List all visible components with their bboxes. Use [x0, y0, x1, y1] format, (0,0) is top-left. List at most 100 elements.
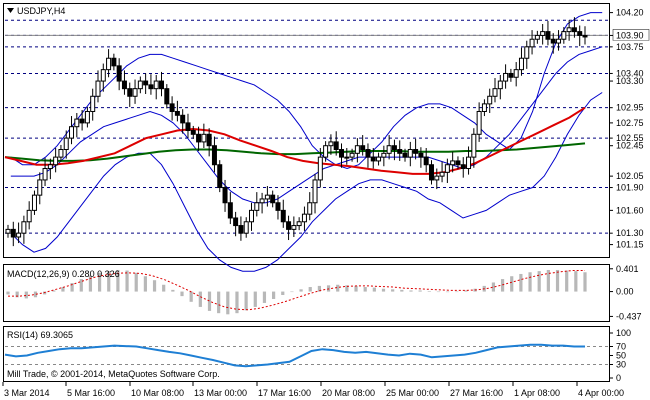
- candle-body-23: [127, 88, 133, 97]
- candle-body-109: [582, 34, 588, 38]
- macd-bar-23: [217, 291, 221, 314]
- candle-body-64: [344, 156, 350, 159]
- macd-bar-32: [299, 289, 303, 292]
- candle-body-79: [423, 156, 429, 166]
- candle-body-37: [201, 133, 207, 143]
- macd-tick-label-0: 0.401: [616, 264, 639, 274]
- candle-body-31: [169, 103, 175, 112]
- macd-bar-18: [171, 289, 175, 292]
- candle-body-53: [286, 221, 292, 230]
- candle-body-98: [524, 46, 530, 59]
- rsi-tick-label-0: 100: [616, 328, 631, 338]
- candle-body-12: [69, 126, 75, 139]
- time-tick-label-9: 4 Apr 00:00: [578, 388, 624, 398]
- candle-body-99: [529, 38, 535, 48]
- macd-bar-42: [391, 289, 395, 292]
- candle-body-17: [95, 80, 101, 97]
- macd-bar-59: [546, 269, 550, 292]
- candle-body-74: [397, 149, 403, 154]
- candle-body-7: [42, 168, 48, 181]
- price-tick-label-4: 103.30: [616, 76, 644, 86]
- candle-body-39: [211, 145, 217, 166]
- candle-body-18: [100, 69, 106, 82]
- candle-body-90: [481, 103, 487, 112]
- price-level-box-1: [612, 29, 650, 41]
- candle-body-61: [328, 141, 334, 147]
- candle-body-78: [418, 152, 424, 158]
- candle-body-0: [5, 228, 11, 234]
- candle-body-19: [106, 57, 112, 71]
- macd-tick-label-2: -0.437: [616, 311, 642, 321]
- time-tick-label-7: 27 Mar 16:00: [450, 388, 503, 398]
- candle-body-5: [31, 194, 37, 211]
- rsi-tick-label-3: 30: [616, 360, 626, 370]
- candle-body-56: [301, 213, 307, 223]
- bollinger-upper: [10, 12, 603, 170]
- price-level-box-5: [612, 101, 650, 113]
- macd-bar-47: [436, 291, 441, 293]
- candle-body-66: [354, 145, 360, 154]
- macd-bar-63: [583, 272, 587, 292]
- macd-bar-27: [253, 291, 257, 307]
- price-panel-border: [3, 3, 610, 258]
- time-tick-label-6: 25 Mar 00:00: [386, 388, 439, 398]
- macd-bar-39: [363, 287, 367, 292]
- macd-bar-17: [162, 284, 166, 292]
- macd-bar-40: [372, 287, 376, 292]
- macd-bar-28: [262, 291, 267, 303]
- candle-body-48: [259, 198, 265, 204]
- candle-body-41: [222, 187, 228, 204]
- bollinger-lower: [10, 92, 603, 272]
- macd-bar-57: [528, 272, 532, 292]
- candle-body-69: [370, 156, 376, 162]
- candle-body-38: [206, 133, 212, 147]
- candle-body-82: [439, 171, 445, 177]
- candle-body-29: [159, 80, 165, 90]
- rsi-panel-border: [3, 326, 610, 382]
- candle-body-67: [360, 145, 366, 151]
- macd-bar-24: [226, 291, 230, 315]
- rsi-label: RSI(14): [7, 330, 38, 340]
- candle-body-22: [121, 80, 127, 90]
- candle-body-47: [254, 202, 260, 211]
- candle-body-58: [312, 179, 318, 204]
- macd-bar-62: [574, 271, 578, 292]
- price-tick-label-2: 103.75: [616, 42, 644, 52]
- candle-body-44: [238, 225, 244, 234]
- support-resistance-levels: [5, 19, 608, 234]
- candle-body-89: [476, 110, 482, 135]
- macd-title: MACD(12,26,9) 0.280 0.326: [7, 269, 120, 279]
- candle-body-108: [577, 31, 583, 36]
- macd-bar-20: [189, 291, 193, 302]
- candle-body-101: [540, 31, 546, 36]
- macd-bar-22: [207, 291, 212, 311]
- candle-body-2: [16, 232, 22, 238]
- macd-bar-12: [116, 269, 120, 292]
- candle-body-62: [333, 141, 339, 151]
- macd-bar-48: [446, 291, 450, 293]
- macd-bar-44: [409, 290, 413, 292]
- candle-body-93: [497, 80, 503, 90]
- macd-bar-25: [235, 291, 239, 314]
- candle-body-88: [471, 133, 477, 158]
- candle-body-11: [63, 137, 69, 151]
- price-tick-label-13: 101.15: [616, 240, 644, 250]
- candle-body-35: [190, 130, 196, 135]
- candle-body-55: [296, 221, 302, 227]
- candle-body-52: [280, 209, 286, 223]
- macd-bar-0: [6, 291, 10, 295]
- candle-body-33: [180, 114, 186, 124]
- price-tick-label-8: 102.45: [616, 141, 644, 151]
- bollinger-bands: [10, 12, 603, 272]
- macd-bar-56: [519, 273, 523, 292]
- macd-label: MACD(12,26,9): [7, 269, 70, 279]
- candle-body-81: [434, 175, 440, 181]
- candle-body-86: [460, 164, 466, 170]
- macd-bar-38: [354, 285, 358, 292]
- symbol-title: USDJPY,H4: [17, 6, 65, 16]
- candle-body-95: [508, 72, 514, 78]
- price-tick-label-12: 101.30: [616, 228, 644, 238]
- macd-bar-29: [272, 291, 276, 299]
- dropdown-triangle-icon[interactable]: [7, 8, 14, 13]
